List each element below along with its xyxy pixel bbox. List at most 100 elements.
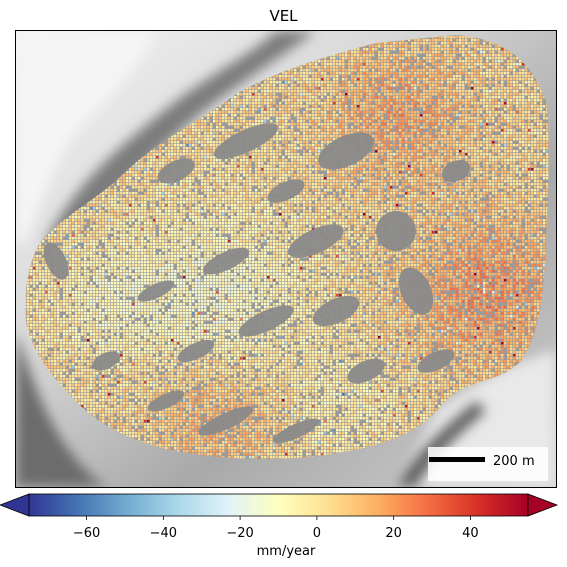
velocity-point	[504, 57, 507, 60]
velocity-point	[396, 120, 399, 123]
velocity-point	[543, 123, 546, 126]
velocity-point	[489, 90, 492, 93]
velocity-point	[444, 39, 447, 42]
velocity-point	[225, 117, 228, 120]
velocity-point	[498, 87, 501, 90]
velocity-point	[528, 108, 531, 111]
velocity-point	[285, 81, 288, 84]
velocity-point	[492, 69, 495, 72]
velocity-point	[342, 78, 345, 81]
velocity-point	[300, 102, 303, 105]
velocity-point	[531, 114, 534, 117]
velocity-point	[369, 93, 372, 96]
velocity-point	[279, 105, 282, 108]
velocity-point	[219, 126, 222, 129]
velocity-point	[372, 63, 375, 66]
velocity-point	[447, 96, 450, 99]
velocity-point	[228, 105, 231, 108]
velocity-point	[342, 63, 345, 66]
velocity-point	[264, 87, 267, 90]
velocity-point	[363, 111, 366, 114]
velocity-point	[429, 69, 432, 72]
velocity-point	[483, 96, 486, 99]
velocity-point	[420, 114, 423, 117]
velocity-point	[510, 54, 513, 57]
velocity-point	[408, 39, 411, 42]
velocity-point	[522, 117, 525, 120]
velocity-point	[360, 87, 363, 90]
velocity-point	[291, 96, 294, 99]
velocity-point	[312, 84, 315, 87]
velocity-point	[393, 57, 396, 60]
velocity-point	[237, 93, 240, 96]
velocity-point	[399, 111, 402, 114]
velocity-point	[534, 114, 537, 117]
velocity-point	[240, 102, 243, 105]
velocity-point	[465, 108, 468, 111]
velocity-point	[378, 102, 381, 105]
velocity-point	[501, 60, 504, 63]
velocity-point	[426, 57, 429, 60]
velocity-point	[312, 81, 315, 84]
velocity-point	[321, 63, 324, 66]
velocity-point	[378, 75, 381, 78]
velocity-point	[270, 102, 273, 105]
velocity-point	[411, 99, 414, 102]
velocity-point	[387, 120, 390, 123]
velocity-point	[333, 93, 336, 96]
velocity-point	[528, 120, 531, 123]
velocity-point	[453, 42, 456, 45]
velocity-point	[477, 105, 480, 108]
velocity-point	[408, 81, 411, 84]
velocity-point	[438, 51, 441, 54]
velocity-point	[426, 120, 429, 123]
velocity-point	[417, 96, 420, 99]
velocity-point	[240, 117, 243, 120]
velocity-point	[537, 105, 540, 108]
velocity-point	[495, 108, 498, 111]
velocity-point	[459, 87, 462, 90]
velocity-point	[471, 69, 474, 72]
velocity-point	[477, 63, 480, 66]
velocity-point	[480, 45, 483, 48]
velocity-point	[480, 54, 483, 57]
velocity-point	[453, 63, 456, 66]
velocity-point	[453, 69, 456, 72]
velocity-point	[417, 111, 420, 114]
velocity-point	[411, 81, 414, 84]
velocity-point	[378, 54, 381, 57]
velocity-point	[399, 108, 402, 111]
velocity-point	[426, 75, 429, 78]
velocity-point	[315, 117, 318, 120]
velocity-point	[333, 120, 336, 123]
velocity-point	[372, 114, 375, 117]
velocity-point	[333, 63, 336, 66]
velocity-map[interactable]: 200 m	[15, 30, 557, 488]
velocity-point	[450, 69, 453, 72]
velocity-point	[462, 39, 465, 42]
velocity-point	[288, 81, 291, 84]
velocity-point	[504, 51, 507, 54]
velocity-point	[450, 111, 453, 114]
velocity-point	[303, 117, 306, 120]
velocity-point	[348, 81, 351, 84]
velocity-point	[471, 72, 474, 75]
velocity-point	[531, 99, 534, 102]
velocity-point	[357, 90, 360, 93]
velocity-point	[438, 63, 441, 66]
velocity-point	[453, 78, 456, 81]
velocity-point	[423, 84, 426, 87]
velocity-point	[285, 84, 288, 87]
velocity-point	[417, 99, 420, 102]
velocity-point	[198, 126, 201, 129]
velocity-point	[420, 72, 423, 75]
velocity-point	[513, 60, 516, 63]
velocity-point	[396, 93, 399, 96]
velocity-point	[402, 48, 405, 51]
velocity-point	[300, 123, 303, 126]
velocity-point	[330, 90, 333, 93]
velocity-point	[426, 69, 429, 72]
velocity-point	[324, 69, 327, 72]
velocity-point	[483, 66, 486, 69]
velocity-point	[513, 72, 516, 75]
